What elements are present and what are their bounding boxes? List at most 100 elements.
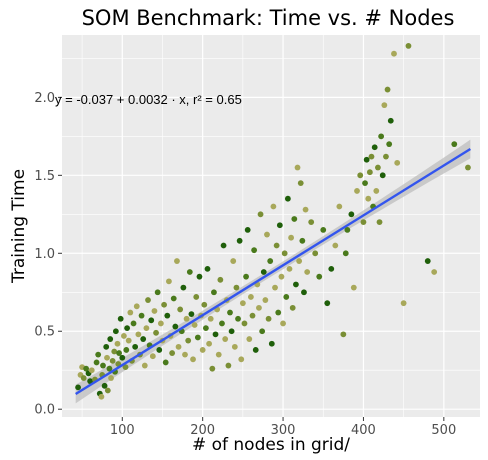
data-point bbox=[98, 393, 105, 400]
data-point bbox=[294, 164, 301, 171]
regression-equation: y = -0.037 + 0.0032 · x, r² = 0.65 bbox=[55, 92, 242, 107]
data-point bbox=[378, 133, 385, 140]
data-point bbox=[177, 306, 184, 313]
data-point bbox=[204, 265, 211, 272]
data-point bbox=[116, 350, 122, 356]
data-point bbox=[275, 309, 282, 316]
data-point bbox=[324, 300, 331, 307]
data-point bbox=[363, 156, 370, 163]
x-tick-label: 300 bbox=[271, 423, 296, 438]
data-point bbox=[217, 276, 224, 283]
data-point bbox=[109, 357, 116, 364]
data-point bbox=[138, 312, 145, 319]
data-point bbox=[383, 153, 389, 160]
data-point bbox=[312, 250, 319, 257]
data-point bbox=[207, 315, 214, 322]
data-point bbox=[103, 343, 110, 350]
data-point bbox=[304, 269, 311, 275]
data-point bbox=[308, 219, 315, 226]
data-point bbox=[191, 322, 198, 328]
data-point bbox=[193, 294, 200, 300]
data-point bbox=[230, 258, 237, 264]
data-point bbox=[257, 211, 264, 218]
data-point bbox=[281, 250, 288, 257]
data-point bbox=[328, 265, 335, 272]
data-point bbox=[209, 365, 216, 372]
data-point bbox=[381, 102, 388, 109]
data-point bbox=[172, 323, 179, 330]
data-point bbox=[297, 180, 304, 187]
data-point bbox=[164, 312, 171, 319]
major-grid bbox=[62, 35, 480, 417]
data-point bbox=[424, 258, 431, 264]
data-point bbox=[201, 301, 208, 308]
x-axis-ticks: 100 200 300 400 500 bbox=[110, 417, 456, 438]
x-tick-label: 100 bbox=[110, 423, 135, 438]
data-point bbox=[112, 328, 119, 335]
data-point bbox=[183, 315, 190, 322]
data-point bbox=[156, 347, 163, 353]
data-point bbox=[145, 297, 151, 303]
data-point bbox=[233, 284, 240, 291]
data-point bbox=[124, 325, 131, 332]
chart-title: SOM Benchmark: Time vs. # Nodes bbox=[82, 6, 455, 30]
data-point bbox=[228, 328, 235, 335]
data-point bbox=[394, 159, 401, 166]
data-point bbox=[405, 43, 412, 49]
data-point bbox=[194, 334, 201, 341]
data-point bbox=[170, 295, 177, 302]
x-tick-label: 200 bbox=[190, 423, 215, 438]
data-point bbox=[132, 343, 139, 350]
data-point bbox=[260, 269, 267, 275]
data-point bbox=[166, 278, 172, 285]
data-point bbox=[465, 164, 471, 171]
data-point bbox=[316, 273, 323, 280]
data-point bbox=[123, 347, 130, 353]
data-point bbox=[157, 320, 164, 327]
data-point bbox=[174, 258, 180, 264]
y-axis-label: Training Time bbox=[9, 169, 29, 284]
data-point bbox=[83, 365, 90, 372]
data-point bbox=[125, 337, 132, 344]
data-point bbox=[272, 284, 278, 291]
data-point bbox=[185, 337, 192, 344]
y-tick-label: 1.5 bbox=[34, 169, 55, 184]
y-tick-label: 0.5 bbox=[34, 325, 55, 340]
data-point bbox=[241, 320, 248, 327]
data-point bbox=[231, 343, 238, 350]
data-point bbox=[182, 351, 188, 358]
data-point bbox=[249, 312, 256, 319]
data-point bbox=[117, 315, 124, 322]
data-point bbox=[106, 365, 113, 372]
data-point bbox=[246, 336, 253, 342]
data-point bbox=[288, 234, 294, 241]
data-point bbox=[149, 353, 156, 360]
data-point bbox=[199, 347, 206, 353]
data-point bbox=[278, 273, 285, 280]
data-point bbox=[206, 340, 213, 347]
data-point bbox=[190, 356, 196, 363]
data-point bbox=[268, 340, 275, 347]
data-point bbox=[368, 153, 375, 160]
data-point bbox=[293, 281, 299, 288]
data-point bbox=[267, 258, 274, 264]
data-point bbox=[215, 351, 222, 358]
data-point bbox=[431, 269, 438, 275]
data-point bbox=[280, 320, 286, 327]
data-point bbox=[151, 308, 158, 314]
data-point bbox=[133, 303, 140, 310]
data-point bbox=[222, 336, 229, 342]
data-point bbox=[107, 336, 114, 342]
data-point bbox=[235, 315, 241, 322]
data-point bbox=[135, 331, 142, 338]
data-point bbox=[227, 309, 233, 316]
data-point bbox=[148, 317, 155, 324]
y-axis-ticks: 0.0 0.5 1.0 1.5 2.0 bbox=[34, 91, 62, 418]
data-point bbox=[169, 350, 176, 356]
data-point bbox=[104, 354, 110, 361]
data-point bbox=[350, 284, 357, 291]
data-point bbox=[289, 304, 296, 311]
data-point bbox=[264, 231, 270, 238]
data-point bbox=[251, 247, 258, 254]
minor-grid bbox=[62, 35, 480, 417]
